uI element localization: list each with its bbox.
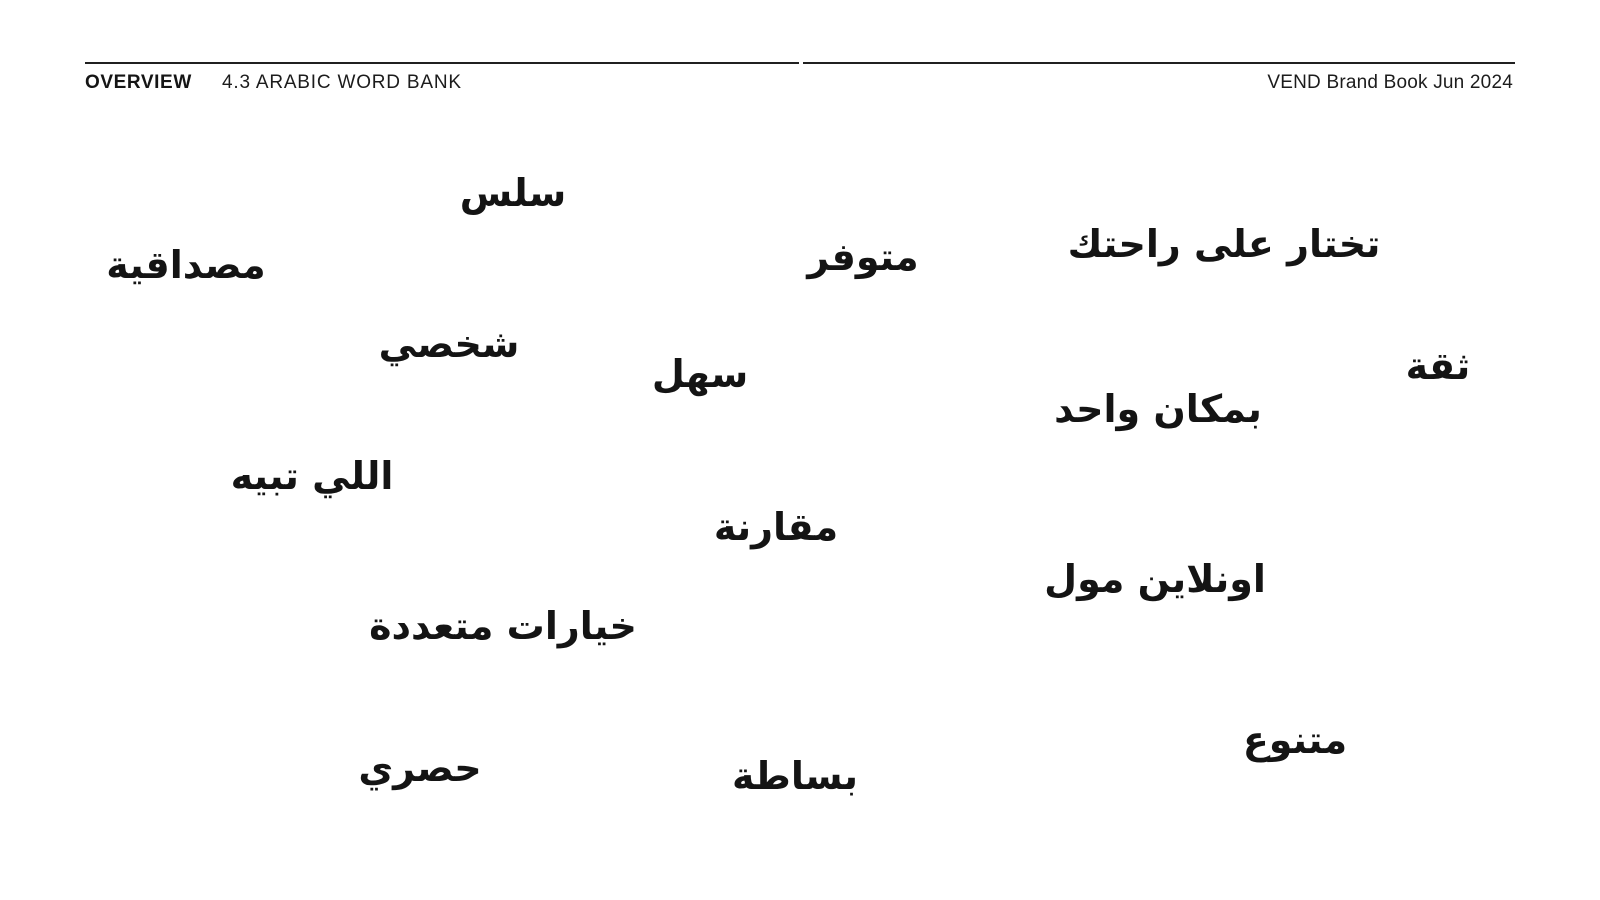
arabic-word: ثقة (1405, 344, 1471, 388)
arabic-word: متنوع (1242, 718, 1348, 762)
arabic-word: مصداقية (106, 243, 266, 287)
section-label: OVERVIEW (85, 72, 192, 93)
arabic-word: شخصي (378, 322, 520, 366)
arabic-word: مقارنة (713, 505, 839, 549)
arabic-word: حصري (358, 746, 482, 790)
arabic-word: بمكان واحد (1054, 387, 1262, 431)
arabic-word: بساطة (731, 754, 859, 798)
page-title: 4.3 ARABIC WORD BANK (222, 72, 462, 93)
arabic-word: سلس (459, 171, 567, 215)
arabic-word: سهل (651, 352, 749, 396)
header-rule-left (85, 62, 799, 64)
arabic-word: تختار على راحتك (1067, 222, 1381, 266)
document-title: VEND Brand Book Jun 2024 (1267, 72, 1513, 93)
arabic-word: اونلاين مول (1044, 557, 1266, 601)
header-rule-right (803, 62, 1515, 64)
arabic-word: اللي تبيه (230, 454, 394, 498)
arabic-word: متوفر (807, 235, 919, 279)
arabic-word: خيارات متعددة (369, 604, 637, 648)
page-header: OVERVIEW 4.3 ARABIC WORD BANK VEND Brand… (85, 72, 1515, 96)
